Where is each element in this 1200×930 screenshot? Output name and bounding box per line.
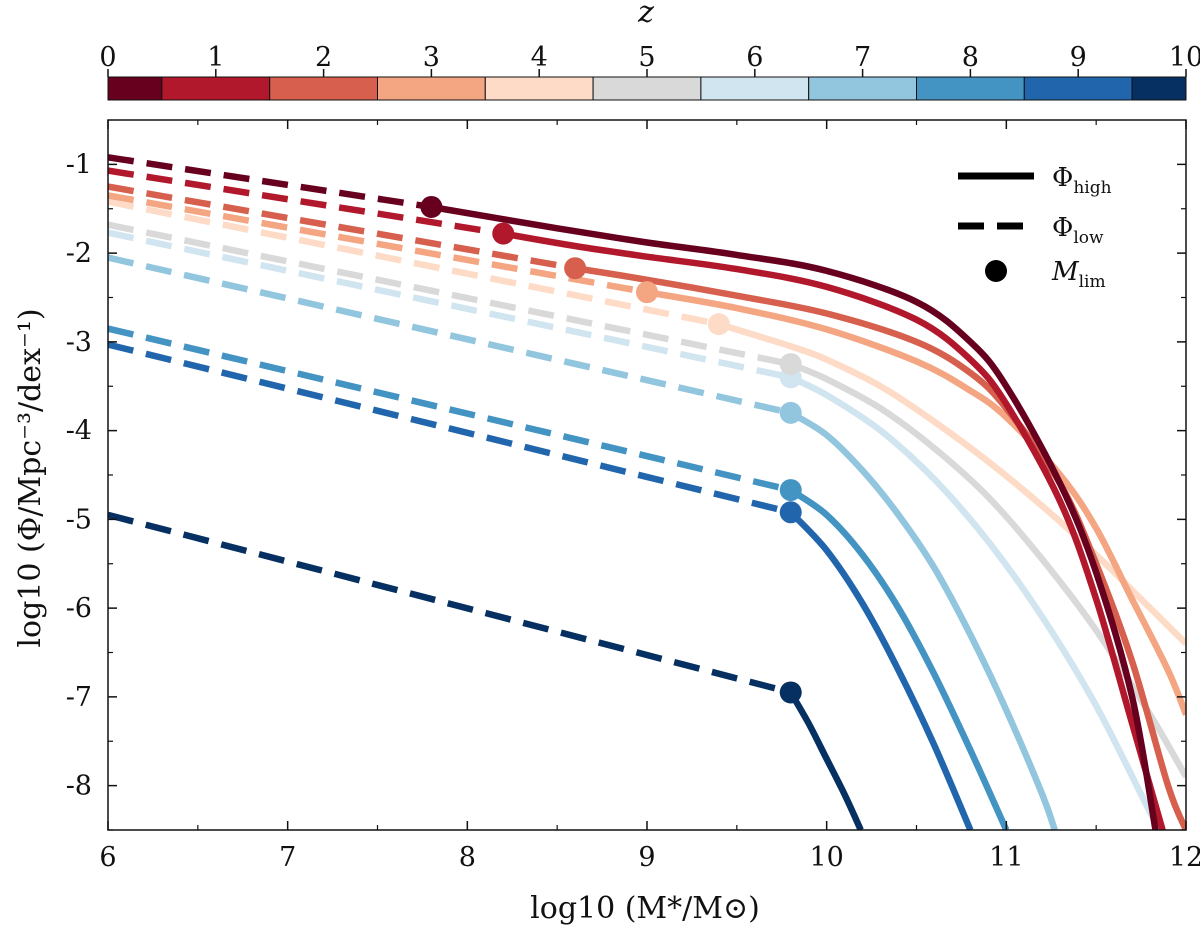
colorbar-tick-label: 5 (638, 42, 655, 73)
x-tick-label: 8 (459, 842, 476, 873)
colorbar-tick-label: 4 (531, 42, 548, 73)
mlim-marker-z=7 (779, 401, 802, 424)
series-high-z=9 (788, 510, 974, 830)
series-low-z=1 (108, 167, 504, 237)
y-tick-label: -8 (66, 771, 92, 802)
series-high-z=0 (430, 203, 1159, 830)
colorbar-segment-3 (377, 76, 486, 101)
series-low-z=4 (108, 198, 720, 328)
y-tick-label: -3 (66, 327, 92, 358)
plot-area: 6 7 8 9 10 11 12 -1 -2 -3 -4 -5 -6 -7 -8 (66, 119, 1200, 873)
x-tick-label: 12 (1169, 842, 1200, 873)
colorbar-segment-4 (484, 76, 594, 101)
colorbar-segment-7 (808, 76, 918, 101)
colorbar-segment-0 (107, 76, 163, 101)
x-axis-label: log10 (M*/M⊙) (530, 891, 760, 926)
colorbar-tick-label: 10 (1169, 42, 1200, 73)
colorbar-tick-label: 1 (207, 42, 224, 73)
colorbar-tick-label: 2 (315, 42, 332, 73)
series-low-z=2 (108, 183, 576, 272)
colorbar-segment-10 (1131, 76, 1187, 101)
mlim-marker-z=8 (779, 479, 802, 502)
series-high-z=5 (789, 361, 1186, 779)
series-low-z=3 (108, 192, 648, 296)
series-high-z=7 (788, 410, 1058, 830)
mlim-marker-z=2 (564, 257, 587, 280)
series-low-z=0 (108, 154, 432, 211)
legend-mlim-label: Mlim (1051, 257, 1106, 292)
y-tick-label: -1 (66, 149, 92, 180)
colorbar-segment-5 (592, 76, 702, 101)
y-tick-label: -6 (66, 593, 92, 624)
colorbar-tick-label: 3 (423, 42, 440, 73)
colorbar-tick-label: 6 (746, 42, 763, 73)
x-tick-label: 6 (99, 842, 116, 873)
mlim-marker-z=4 (707, 313, 730, 336)
x-tick-label: 7 (279, 842, 296, 873)
colorbar-label: z (637, 0, 654, 30)
series-high-z=6 (789, 374, 1164, 830)
series-high-z=3 (646, 288, 1186, 716)
series-low-z=10 (108, 511, 792, 696)
colorbar-tick-label: 9 (1070, 42, 1087, 73)
y-tick-label: -7 (66, 682, 92, 713)
colorbar-tick-label: 8 (962, 42, 979, 73)
legend: Φhigh Φlow Mlim (958, 163, 1112, 292)
y-axis-label-text: log10 (Φ/Mpc⁻³/dex⁻¹) (13, 308, 48, 647)
colorbar-segment-9 (1023, 76, 1133, 101)
series-low-z=9 (108, 341, 792, 516)
colorbar-segment-1 (161, 76, 271, 101)
series-low-z=6 (108, 229, 792, 381)
colorbar-tick-label: 7 (854, 42, 871, 73)
legend-mlim-base: M (1051, 257, 1080, 287)
legend-high-sub: high (1073, 178, 1111, 198)
mlim-marker-z=10 (779, 681, 802, 704)
series-high-z=2 (574, 264, 1186, 830)
mlim-marker-z=1 (492, 222, 515, 245)
series-high-z=1 (502, 230, 1166, 830)
legend-low-base: Φ (1052, 213, 1073, 243)
series-high-z=10 (787, 690, 864, 830)
colorbar-segment-6 (700, 76, 810, 101)
y-tick-label: -2 (66, 238, 92, 269)
legend-high-label: Φhigh (1052, 163, 1112, 198)
mlim-marker-z=3 (636, 281, 658, 304)
y-tick-label: -4 (66, 416, 92, 447)
mlim-marker-z=9 (779, 501, 802, 524)
series-high-z=8 (788, 487, 1010, 830)
x-tick-label: 9 (638, 842, 655, 873)
colorbar-segment-2 (269, 76, 379, 101)
y-axis-label: log10 (Φ/Mpc⁻³/dex⁻¹) (13, 308, 48, 647)
colorbar-tick-label: 0 (99, 42, 116, 73)
x-axis-label-text: log10 (M*/M⊙) (530, 891, 760, 926)
colorbar: z 0 1 2 3 4 5 6 7 8 9 10 (99, 0, 1200, 101)
x-tick-label: 10 (809, 842, 843, 873)
x-tick-label: 11 (989, 842, 1023, 873)
series-low-z=7 (108, 254, 792, 417)
mlim-marker-z=5 (779, 353, 802, 376)
colorbar-segment-8 (916, 76, 1025, 101)
legend-low-sub: low (1073, 228, 1104, 248)
legend-marker-swatch (985, 260, 1007, 282)
mlim-marker-z=0 (420, 195, 443, 218)
legend-high-base: Φ (1052, 163, 1073, 193)
legend-mlim-sub: lim (1079, 272, 1106, 292)
y-tick-label: -5 (66, 504, 92, 535)
legend-low-label: Φlow (1052, 213, 1104, 248)
